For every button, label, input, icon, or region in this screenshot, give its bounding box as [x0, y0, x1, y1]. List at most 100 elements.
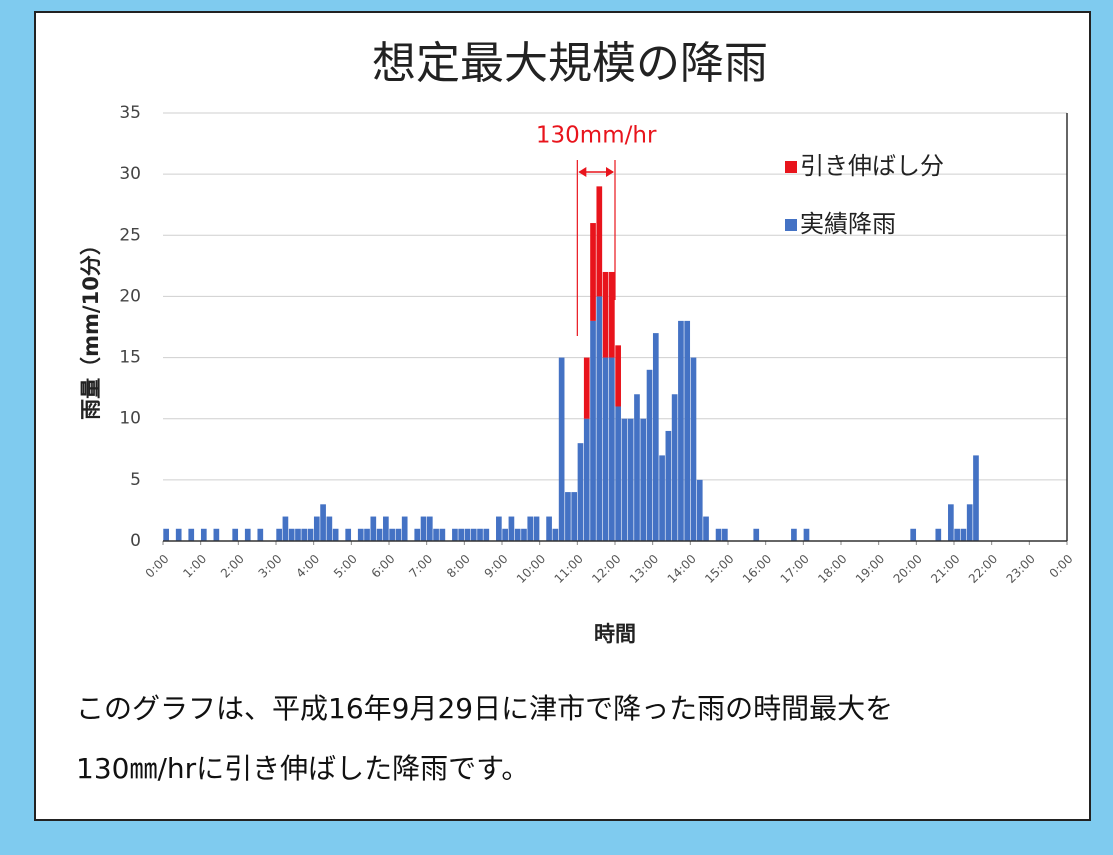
x-axis-label: 時間: [594, 622, 636, 646]
y-tick-label: 5: [130, 470, 141, 490]
bar: [596, 186, 603, 297]
bar: [583, 418, 590, 541]
legend-swatch: [785, 219, 797, 231]
bar: [546, 516, 552, 541]
bar: [596, 296, 603, 541]
bar: [357, 528, 364, 541]
bar: [954, 528, 960, 541]
bar: [320, 504, 326, 541]
bar: [426, 516, 433, 541]
bar: [722, 528, 728, 541]
bar: [590, 223, 596, 321]
bar: [640, 418, 647, 541]
bar: [376, 528, 383, 541]
bar: [288, 528, 295, 541]
caption-line: このグラフは、平成16年9月29日に津市で降った雨の時間最大を: [76, 692, 893, 725]
bar: [163, 528, 169, 541]
bar: [609, 357, 615, 541]
y-tick-label: 15: [119, 348, 141, 368]
bar: [175, 528, 182, 541]
bar: [420, 516, 427, 541]
chart-title: 想定最大規模の降雨: [372, 38, 768, 89]
bar: [345, 528, 352, 541]
bar: [565, 492, 571, 541]
bar: [753, 528, 760, 541]
bar: [332, 528, 339, 541]
bar: [671, 394, 678, 541]
bar: [213, 528, 220, 541]
bar: [577, 443, 584, 541]
bar: [609, 271, 615, 358]
bar: [791, 528, 797, 541]
bar: [973, 455, 979, 541]
bar: [502, 528, 508, 541]
bar: [558, 357, 565, 541]
bar: [326, 516, 333, 541]
bar: [521, 528, 527, 541]
bar: [414, 528, 421, 541]
bar: [602, 271, 609, 358]
bar: [244, 528, 251, 541]
bar: [527, 516, 534, 541]
legend-swatch: [785, 161, 797, 173]
bar: [458, 528, 465, 541]
bar: [452, 528, 458, 541]
bar: [401, 516, 408, 541]
legend-label: 実績降雨: [800, 210, 896, 238]
bar: [395, 528, 402, 541]
bar: [590, 320, 596, 541]
bar: [370, 516, 377, 541]
bar: [935, 528, 942, 541]
y-tick-label: 20: [119, 286, 141, 306]
annotation: 130mm/hr: [536, 123, 657, 149]
bar: [496, 516, 502, 541]
bar: [615, 345, 621, 407]
bar: [665, 430, 672, 541]
bar: [910, 528, 917, 541]
bar: [571, 492, 578, 541]
y-tick-label: 0: [130, 531, 141, 551]
bar: [533, 516, 540, 541]
y-tick-label: 10: [119, 409, 141, 429]
bar: [313, 516, 320, 541]
bar: [966, 504, 973, 541]
bar: [276, 528, 282, 541]
bar: [464, 528, 471, 541]
bar: [615, 406, 621, 541]
bar: [678, 320, 684, 541]
bar: [307, 528, 314, 541]
bar: [659, 455, 665, 541]
bar: [634, 394, 640, 541]
bar: [477, 528, 483, 541]
bar: [483, 528, 490, 541]
bar: [514, 528, 521, 541]
bar: [646, 369, 653, 541]
y-tick-label: 35: [119, 103, 141, 123]
bar: [684, 320, 691, 541]
bar: [627, 418, 634, 541]
bar: [508, 516, 515, 541]
bar: [960, 528, 967, 541]
bar: [200, 528, 207, 541]
bar: [803, 528, 810, 541]
arrow-head: [578, 167, 614, 177]
caption-line: 130㎜/hrに引き伸ばした降雨です。: [76, 752, 529, 785]
y-tick-label: 25: [119, 225, 141, 245]
bar: [295, 528, 301, 541]
bar: [583, 357, 590, 419]
bar: [470, 528, 477, 541]
bar: [652, 333, 659, 541]
bar: [703, 516, 709, 541]
legend-label: 引き伸ばし分: [800, 152, 944, 180]
bar: [621, 418, 628, 541]
bar: [301, 528, 308, 541]
bar: [383, 516, 389, 541]
bar: [696, 479, 703, 541]
bar: [188, 528, 195, 541]
bar: [602, 357, 609, 541]
bar: [690, 357, 697, 541]
bar: [364, 528, 370, 541]
bar: [232, 528, 239, 541]
bar: [389, 528, 395, 541]
